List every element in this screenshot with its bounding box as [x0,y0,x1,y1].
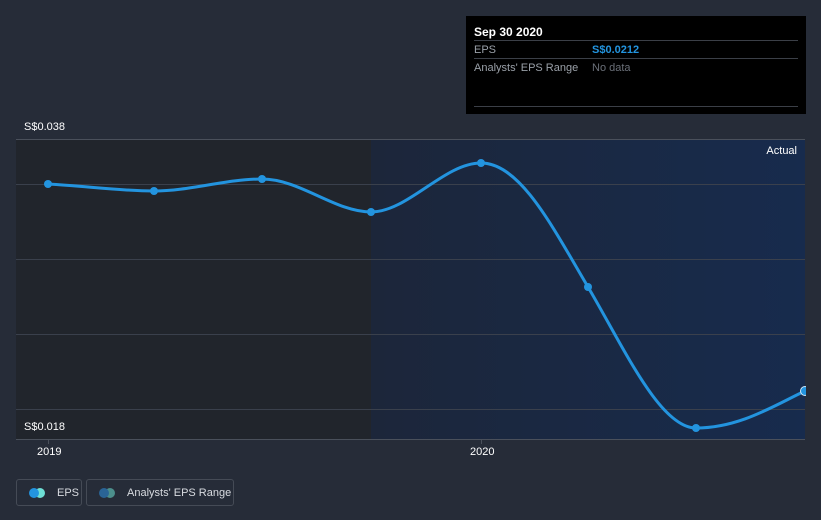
past-region [16,139,371,439]
tooltip: Sep 30 2020 EPS S$0.0212 Analysts' EPS R… [466,16,806,114]
legend-eps[interactable]: EPS [16,479,82,506]
eps-legend-icon [29,487,47,498]
x-axis-label-2020: 2020 [470,446,495,458]
tooltip-row-eps: EPS S$0.0212 [474,40,798,58]
x-axis-label-2019: 2019 [37,446,62,458]
y-axis-top-label: S$0.038 [24,121,65,133]
grid-lines [16,139,805,444]
analysts-range-legend-icon [99,487,117,498]
legend-analysts-label: Analysts' EPS Range [127,486,232,499]
tooltip-range-label: Analysts' EPS Range [474,61,579,74]
tooltip-divider [474,106,798,107]
tooltip-eps-value: S$0.0212 [592,43,640,56]
actual-region-label: Actual [766,145,797,157]
tooltip-date: Sep 30 2020 [474,25,543,39]
legend-analysts-eps-range[interactable]: Analysts' EPS Range [86,479,234,506]
eps-line [47,161,806,430]
y-axis-bottom-label: S$0.018 [24,421,65,433]
tooltip-row-range: Analysts' EPS Range No data [474,58,798,76]
legend-eps-label: EPS [57,486,80,499]
tooltip-eps-label: EPS [474,43,497,56]
tooltip-range-value: No data [592,61,631,74]
